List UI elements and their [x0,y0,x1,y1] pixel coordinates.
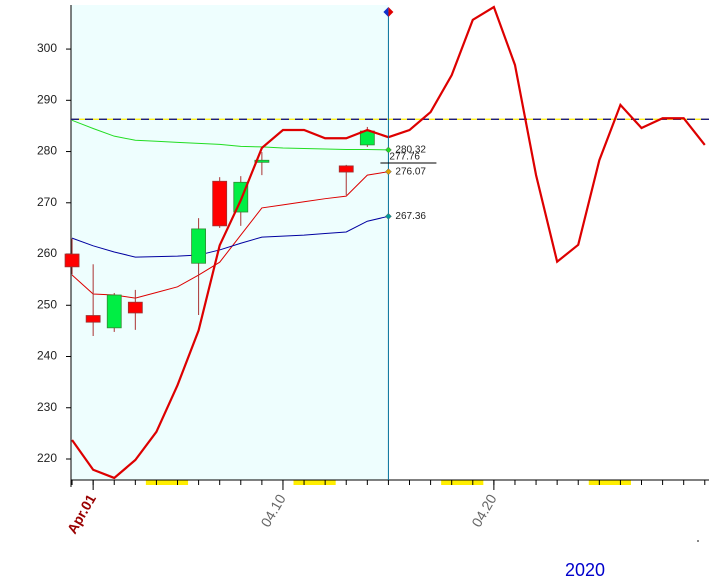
candle-body [359,130,375,146]
candle-body [127,301,143,314]
candle-body [254,159,270,163]
end-dot [385,168,392,176]
weekend-band [588,480,631,485]
y-tick-label: 240 [37,349,57,363]
candle-body [64,253,80,268]
indicator-line [71,215,389,258]
y-tick-label: 280 [37,144,57,158]
end-dot [385,212,392,220]
end-label: 267.36 [395,211,426,222]
y-tick-label: 270 [37,195,57,209]
x-tick-label: 04.20 [468,491,499,530]
price-marker-label: 277.76 [389,152,420,163]
y-tick-label: 300 [37,41,57,55]
y-tick-label: 230 [37,400,57,414]
history-shade [71,5,389,480]
candle-body [85,315,101,323]
indicator-line [71,171,389,299]
end-label: 280.32 [395,145,426,156]
x-tick-label: Apr.01 [64,491,99,536]
y-tick-label: 290 [37,92,57,106]
indicator-line [71,119,389,151]
weekend-band [145,480,189,485]
cursor-marker [383,7,389,17]
corner-dot [697,540,699,542]
year-label: 2020 [565,560,605,580]
candle-body [191,228,207,264]
end-dot [385,146,392,154]
y-tick-label: 220 [37,451,57,465]
y-tick-label: 250 [37,297,57,311]
candle-body [106,294,122,329]
weekend-band [293,480,336,485]
end-label: 276.07 [395,166,426,177]
candle-body [212,180,228,227]
x-tick-label: 04.10 [257,491,288,530]
candle-body [338,165,354,173]
cursor-marker [388,7,394,17]
y-tick-label: 260 [37,246,57,260]
weekend-band [441,480,484,485]
